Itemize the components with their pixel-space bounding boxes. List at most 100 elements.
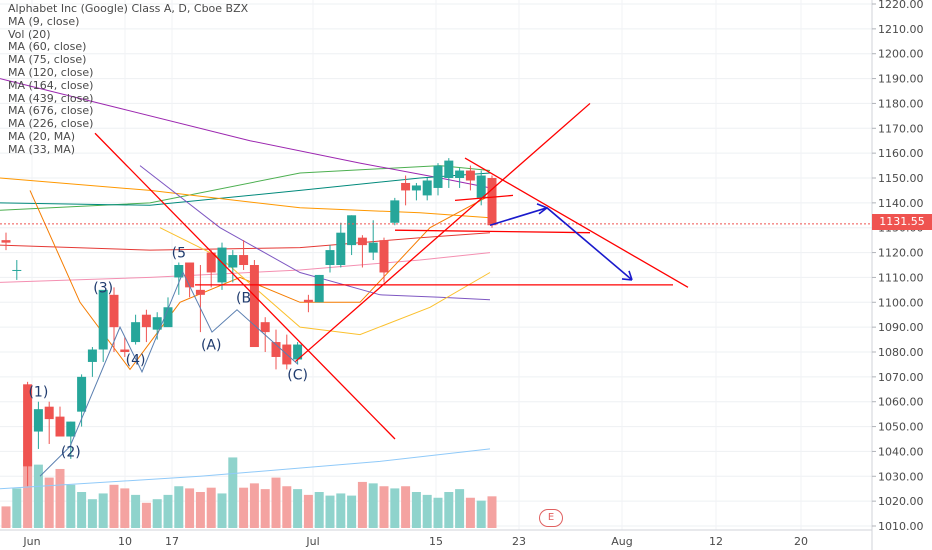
legend-ma-120[interactable]: MA (120, close) — [8, 65, 94, 79]
volume-bar — [379, 486, 389, 528]
legend-ma-9[interactable]: MA (9, close) — [8, 14, 80, 28]
wave-label: (B — [236, 290, 251, 306]
candle-body — [239, 255, 249, 265]
candle-body — [465, 170, 475, 181]
trend-line — [454, 194, 514, 202]
candle-body — [217, 247, 227, 283]
candle-body — [401, 182, 411, 191]
legend-ma-164[interactable]: MA (164, close) — [8, 78, 94, 92]
candle-body — [87, 349, 97, 362]
price-tick-label: 1060.00 — [878, 396, 924, 409]
candle-body — [185, 262, 195, 288]
volume-bar — [195, 492, 205, 528]
volume-bar — [163, 494, 173, 528]
price-tick-label: 1170.00 — [878, 122, 924, 135]
candle-body — [368, 242, 378, 253]
time-tick-label: 15 — [429, 535, 443, 548]
volume-bar — [239, 487, 249, 528]
candle-body — [228, 255, 238, 268]
arrow-head — [536, 203, 548, 215]
volume-bar — [152, 499, 162, 528]
volume-bar — [109, 484, 119, 528]
price-tick-label: 1020.00 — [878, 495, 924, 508]
time-tick-label: 17 — [165, 535, 179, 548]
candle-body — [152, 317, 162, 330]
volume-bar — [422, 494, 432, 528]
volume-bar — [185, 488, 195, 528]
earnings-marker[interactable]: E — [539, 509, 563, 527]
volume-bar — [271, 477, 281, 528]
price-axis[interactable]: 1010.00 1020.00 1030.00 1040.00 1050.00 1060.… — [871, 0, 932, 550]
candle-body — [487, 178, 497, 226]
legend-vol-20[interactable]: Vol (20) — [8, 27, 51, 41]
price-tick-label: 1030.00 — [878, 470, 924, 483]
time-axis[interactable]: Jun 10 17 Jul 15 23 Aug 12 20 — [0, 529, 872, 548]
volume-bar — [357, 481, 367, 528]
price-tick-label: 1180.00 — [878, 97, 924, 110]
legend-ma-439[interactable]: MA (439, close) — [8, 91, 94, 105]
volume-bar — [141, 502, 151, 528]
candle-body — [55, 416, 65, 437]
price-tick-label: 1040.00 — [878, 445, 924, 458]
legend-ma-20-ma[interactable]: MA (20, MA) — [8, 129, 76, 143]
moving-average-line — [0, 232, 491, 251]
candle-body — [109, 294, 119, 328]
price-tick-label: 1190.00 — [878, 73, 924, 86]
price-tick-label: 1140.00 — [878, 197, 924, 210]
wave-label: (A) — [201, 338, 222, 354]
volume-bar — [131, 494, 141, 528]
moving-average-line — [0, 165, 491, 211]
legend-ma-75[interactable]: MA (75, close) — [8, 53, 87, 67]
volume-bar — [228, 457, 238, 528]
time-tick-label: Jul — [305, 535, 319, 548]
moving-average-line — [139, 165, 491, 301]
volume-bar — [120, 488, 130, 528]
candlestick-series — [1, 158, 497, 487]
trend-line — [394, 229, 591, 234]
volume-bar — [314, 492, 324, 528]
time-tick-label: Jun — [22, 535, 40, 548]
moving-average-line — [0, 252, 491, 283]
legend-ma-33-ma[interactable]: MA (33, MA) — [8, 142, 76, 156]
price-tick-label: 1110.00 — [878, 271, 924, 284]
candle-body — [249, 265, 259, 348]
candle-body — [411, 185, 421, 191]
volume-bar — [455, 489, 465, 528]
volume-bar — [303, 494, 313, 528]
price-tick-label: 1200.00 — [878, 48, 924, 61]
candle-body — [444, 160, 454, 178]
price-tick-label: 1160.00 — [878, 147, 924, 160]
legend-ma-676[interactable]: MA (676, close) — [8, 104, 94, 118]
wave-label: (1) — [28, 385, 48, 401]
legend-ma-60[interactable]: MA (60, close) — [8, 40, 87, 54]
volume-bar — [390, 488, 400, 528]
candle-body — [455, 170, 465, 178]
candle-body — [476, 175, 486, 198]
candle-body — [379, 240, 389, 273]
candle-body — [120, 349, 130, 352]
moving-average-lines — [0, 78, 491, 490]
legend-ma-226[interactable]: MA (226, close) — [8, 117, 94, 131]
price-tick-label: 1150.00 — [878, 172, 924, 185]
volume-bar — [55, 468, 65, 528]
candle-body — [23, 384, 33, 467]
volume-bar — [98, 493, 108, 528]
price-axis-bg — [872, 0, 932, 550]
wave-label: (2) — [61, 444, 81, 460]
candle-body — [131, 322, 141, 343]
volume-bar — [44, 477, 54, 528]
price-tick-label: 1220.00 — [878, 0, 924, 11]
legend-symbol-title[interactable]: Alphabet Inc (Google) Class A, D, Cboe B… — [8, 2, 249, 15]
volume-bar — [23, 459, 33, 528]
volume-bar — [293, 489, 303, 528]
time-tick-label: Aug — [611, 535, 632, 548]
volume-bar — [174, 486, 184, 528]
volume-bar — [411, 492, 421, 528]
candle-body — [390, 200, 400, 223]
price-tick-label: 1210.00 — [878, 23, 924, 36]
wave-label: (5 — [172, 246, 186, 262]
candle-body — [336, 232, 346, 265]
candle-body — [33, 409, 43, 432]
wave-labels: (1) (2) (3) (4) (5 (A) (B (C) — [28, 246, 307, 461]
